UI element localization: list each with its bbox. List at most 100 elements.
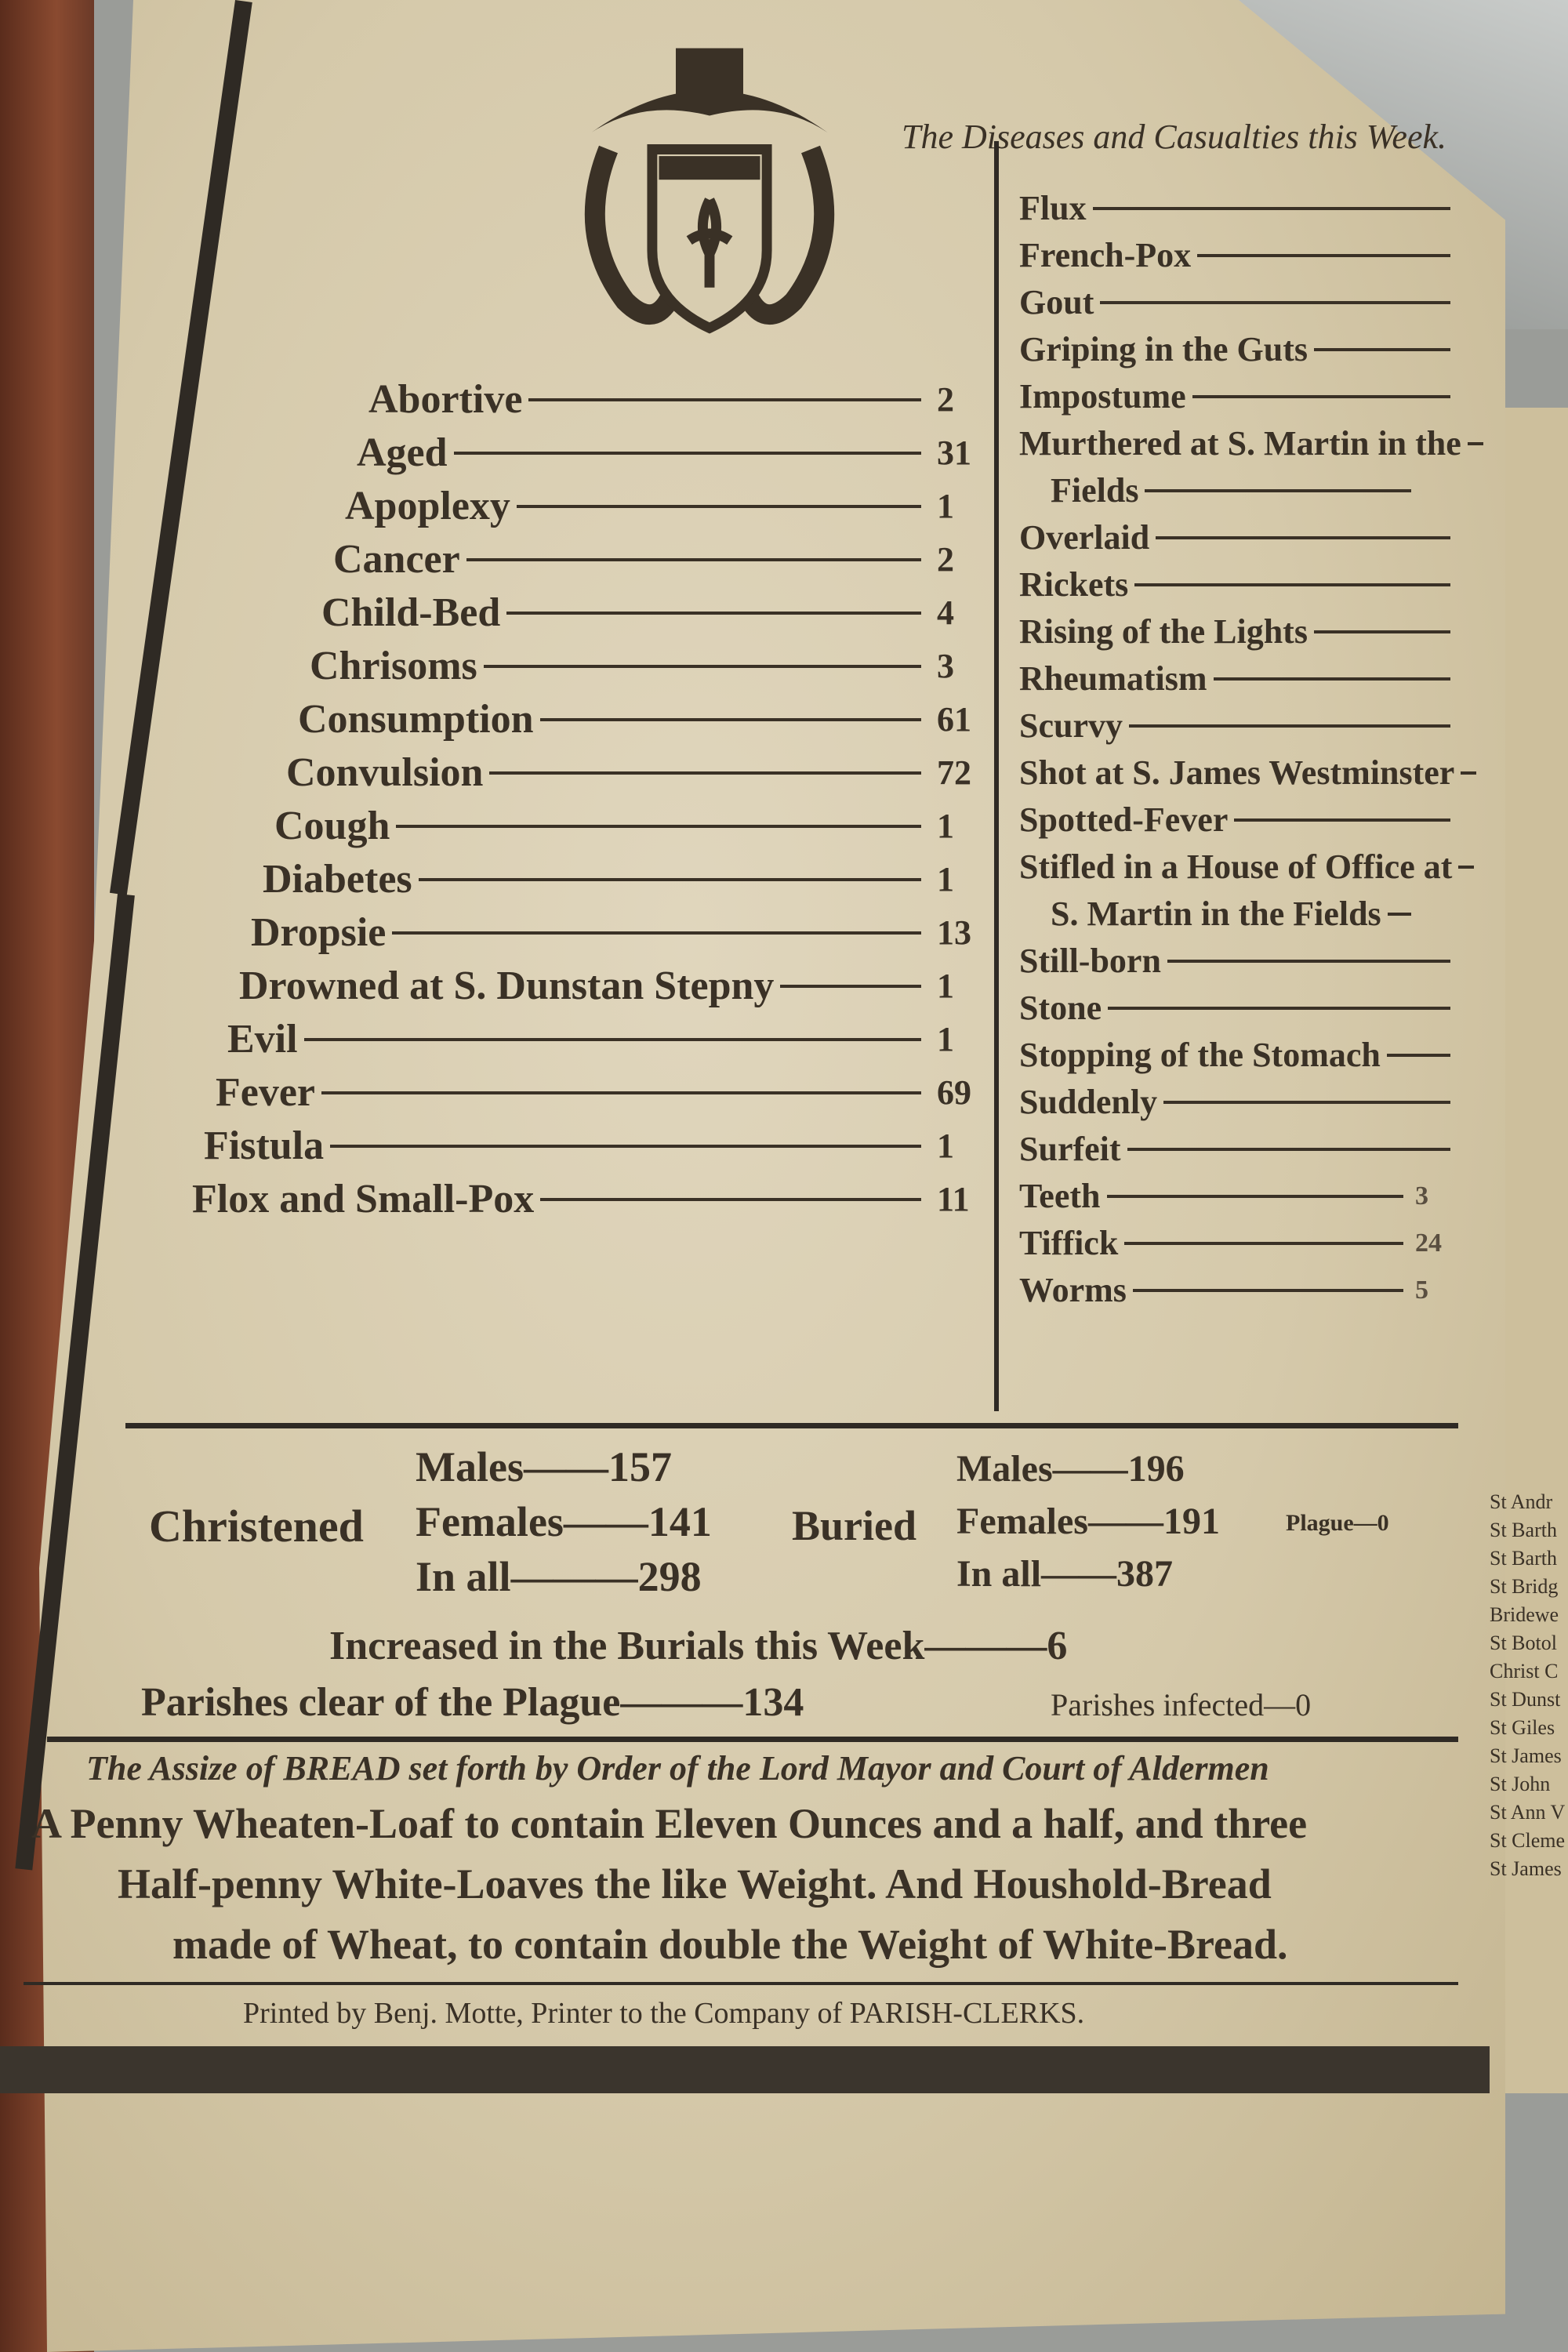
- casualty-row: Flux: [1019, 188, 1450, 229]
- casualty-row: Griping in the Guts: [1019, 329, 1450, 370]
- disease-count: 4: [937, 593, 954, 632]
- casualty-row: French-Pox: [1019, 235, 1451, 276]
- disease-label: Convulsion: [286, 750, 484, 795]
- leader-line: [1156, 536, 1451, 539]
- leader-line: [1167, 960, 1450, 963]
- casualty-label: S. Martin in the Fields: [1051, 895, 1381, 933]
- disease-label: Aged: [357, 430, 448, 475]
- divider-line: [125, 1423, 1458, 1428]
- disease-count: 1: [937, 1020, 954, 1058]
- casualty-label: Fields: [1051, 471, 1139, 510]
- buried-total: In all——387: [956, 1553, 1174, 1595]
- casualty-label: Stone: [1019, 989, 1102, 1027]
- casualty-row: Spotted-Fever: [1019, 800, 1451, 840]
- parish-entry: St Dunst: [1490, 1688, 1561, 1711]
- disease-label: Apoplexy: [345, 484, 510, 528]
- disease-count: 2: [937, 540, 954, 579]
- leader-line: [1197, 254, 1451, 257]
- disease-count: 61: [937, 700, 971, 739]
- casualty-label: Suddenly: [1019, 1083, 1158, 1121]
- leader-line: [489, 771, 922, 775]
- parish-entry: St Giles: [1490, 1716, 1555, 1739]
- casualty-row: Surfeit: [1019, 1129, 1450, 1170]
- casualty-label: Overlaid: [1019, 518, 1150, 557]
- increased-burials: Increased in the Burials this Week———6: [329, 1624, 1068, 1668]
- parish-entry: St Cleme: [1490, 1829, 1566, 1852]
- parish-entry: St Botol: [1490, 1632, 1557, 1654]
- casualty-row: Murthered at S. Martin in the: [1019, 423, 1483, 464]
- christened-males: Males——157: [416, 1443, 672, 1490]
- leader-line: [330, 1145, 922, 1148]
- parish-entry: Christ C: [1490, 1660, 1559, 1682]
- divider-line: [24, 1982, 1458, 1985]
- leader-line: [1458, 866, 1475, 869]
- casualty-label: Worms: [1019, 1271, 1127, 1309]
- disease-count: 69: [937, 1073, 971, 1112]
- casualty-label: Impostume: [1019, 377, 1186, 416]
- disease-label: Fistula: [204, 1123, 325, 1168]
- casualty-label: Murthered at S. Martin in the: [1019, 424, 1461, 463]
- leader-line: [1313, 630, 1450, 633]
- casualty-row: Gout: [1019, 282, 1451, 323]
- disease-count: 72: [937, 753, 971, 792]
- disease-label: Flox and Small-Pox: [192, 1177, 535, 1221]
- casualty-row: Scurvy: [1019, 706, 1450, 746]
- christened-total: In all———298: [416, 1553, 702, 1600]
- parish-entry: St Barth: [1490, 1519, 1557, 1541]
- disease-row: Consumption: [298, 696, 921, 743]
- disease-label: Evil: [227, 1017, 298, 1062]
- disease-count: 1: [937, 967, 954, 1005]
- leader-line: [1386, 1054, 1450, 1057]
- casualty-label: Stifled in a House of Office at: [1019, 848, 1453, 886]
- disease-label: Consumption: [298, 697, 534, 742]
- leader-line: [1129, 724, 1450, 728]
- assize-line: A Penny Wheaten-Loaf to contain Eleven O…: [31, 1800, 1308, 1847]
- disease-row: Child-Bed: [321, 590, 922, 637]
- parish-entry: St James: [1490, 1744, 1562, 1767]
- leader-line: [1106, 1195, 1403, 1198]
- casualty-label: Flux: [1019, 189, 1087, 227]
- casualty-label: Shot at S. James Westminster: [1019, 753, 1455, 792]
- column-divider: [994, 141, 999, 1411]
- disease-row: Fistula: [204, 1123, 922, 1170]
- disease-label: Diabetes: [263, 857, 412, 902]
- disease-label: Cough: [274, 804, 390, 848]
- casualty-row: Stopping of the Stomach: [1019, 1035, 1450, 1076]
- leader-line: [392, 931, 922, 935]
- disease-label: Abortive: [368, 377, 523, 422]
- parish-entry: St Bridg: [1490, 1575, 1559, 1598]
- leader-line: [516, 505, 921, 508]
- leader-line: [1132, 1289, 1403, 1292]
- imprint: Printed by Benj. Motte, Printer to the C…: [243, 1997, 1085, 2030]
- casualty-row: Rising of the Lights: [1019, 612, 1450, 652]
- parish-entry: St James: [1490, 1857, 1562, 1880]
- disease-row: Apoplexy: [345, 483, 921, 530]
- leader-line: [1100, 301, 1451, 304]
- disease-row: Abortive: [368, 376, 922, 423]
- assize-heading: The Assize of BREAD set forth by Order o…: [86, 1749, 1269, 1788]
- parish-entry: St Andr: [1490, 1490, 1553, 1513]
- casualty-label: Spotted-Fever: [1019, 800, 1229, 839]
- leader-line: [780, 985, 922, 988]
- casualty-row: Overlaid: [1019, 517, 1451, 558]
- disease-count: 13: [937, 913, 971, 952]
- disease-row: Flox and Small-Pox: [192, 1176, 922, 1223]
- casualty-count: 5: [1415, 1276, 1428, 1305]
- casualty-row: Teeth: [1019, 1176, 1403, 1217]
- casualty-row: Rickets: [1019, 564, 1451, 605]
- leader-line: [1467, 442, 1483, 445]
- casualty-label: French-Pox: [1019, 236, 1192, 274]
- casualty-label: Still-born: [1019, 942, 1161, 980]
- casualty-label: Rheumatism: [1019, 659, 1207, 698]
- disease-row: Chrisoms: [310, 643, 921, 690]
- leader-line: [528, 398, 922, 401]
- disease-count: 2: [937, 380, 954, 419]
- leader-line: [1124, 1242, 1404, 1245]
- casualty-row: Tiffick: [1019, 1223, 1404, 1264]
- casualty-label: Scurvy: [1019, 706, 1123, 745]
- page-title: The Diseases and Casualties this Week.: [902, 118, 1446, 156]
- parish-entry: St John: [1490, 1773, 1551, 1795]
- casualty-label: Rising of the Lights: [1019, 612, 1308, 651]
- disease-row: Diabetes: [263, 856, 921, 903]
- leader-line: [1127, 1148, 1450, 1151]
